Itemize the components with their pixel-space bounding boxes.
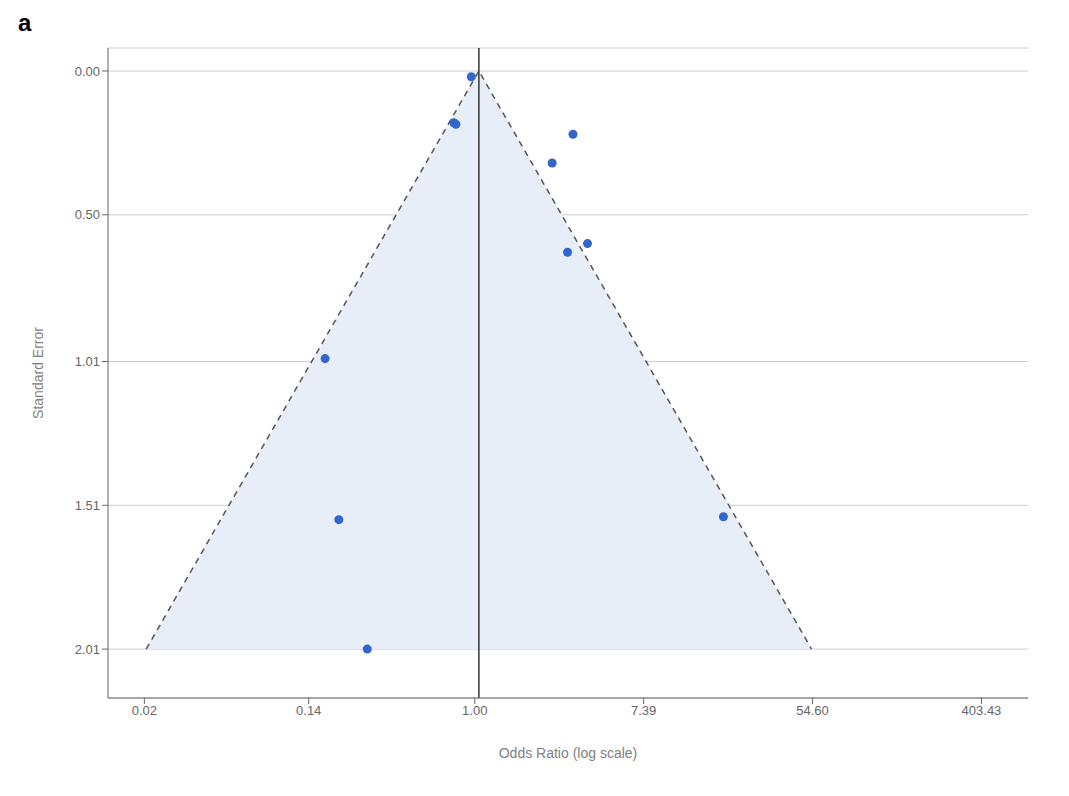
svg-text:403.43: 403.43 [962, 703, 1002, 718]
svg-text:Odds Ratio (log scale): Odds Ratio (log scale) [499, 745, 638, 761]
svg-text:54.60: 54.60 [796, 703, 829, 718]
svg-text:7.39: 7.39 [631, 703, 656, 718]
svg-text:0.50: 0.50 [75, 207, 100, 222]
svg-text:0.14: 0.14 [296, 703, 321, 718]
svg-text:0.02: 0.02 [132, 703, 157, 718]
svg-text:1.51: 1.51 [75, 498, 100, 513]
svg-text:Standard Error: Standard Error [30, 327, 46, 419]
svg-text:2.01: 2.01 [75, 642, 100, 657]
svg-text:1.01: 1.01 [75, 354, 100, 369]
html-text:a: a [18, 9, 32, 36]
svg-text:0.00: 0.00 [75, 64, 100, 79]
svg-text:1.00: 1.00 [462, 703, 487, 718]
